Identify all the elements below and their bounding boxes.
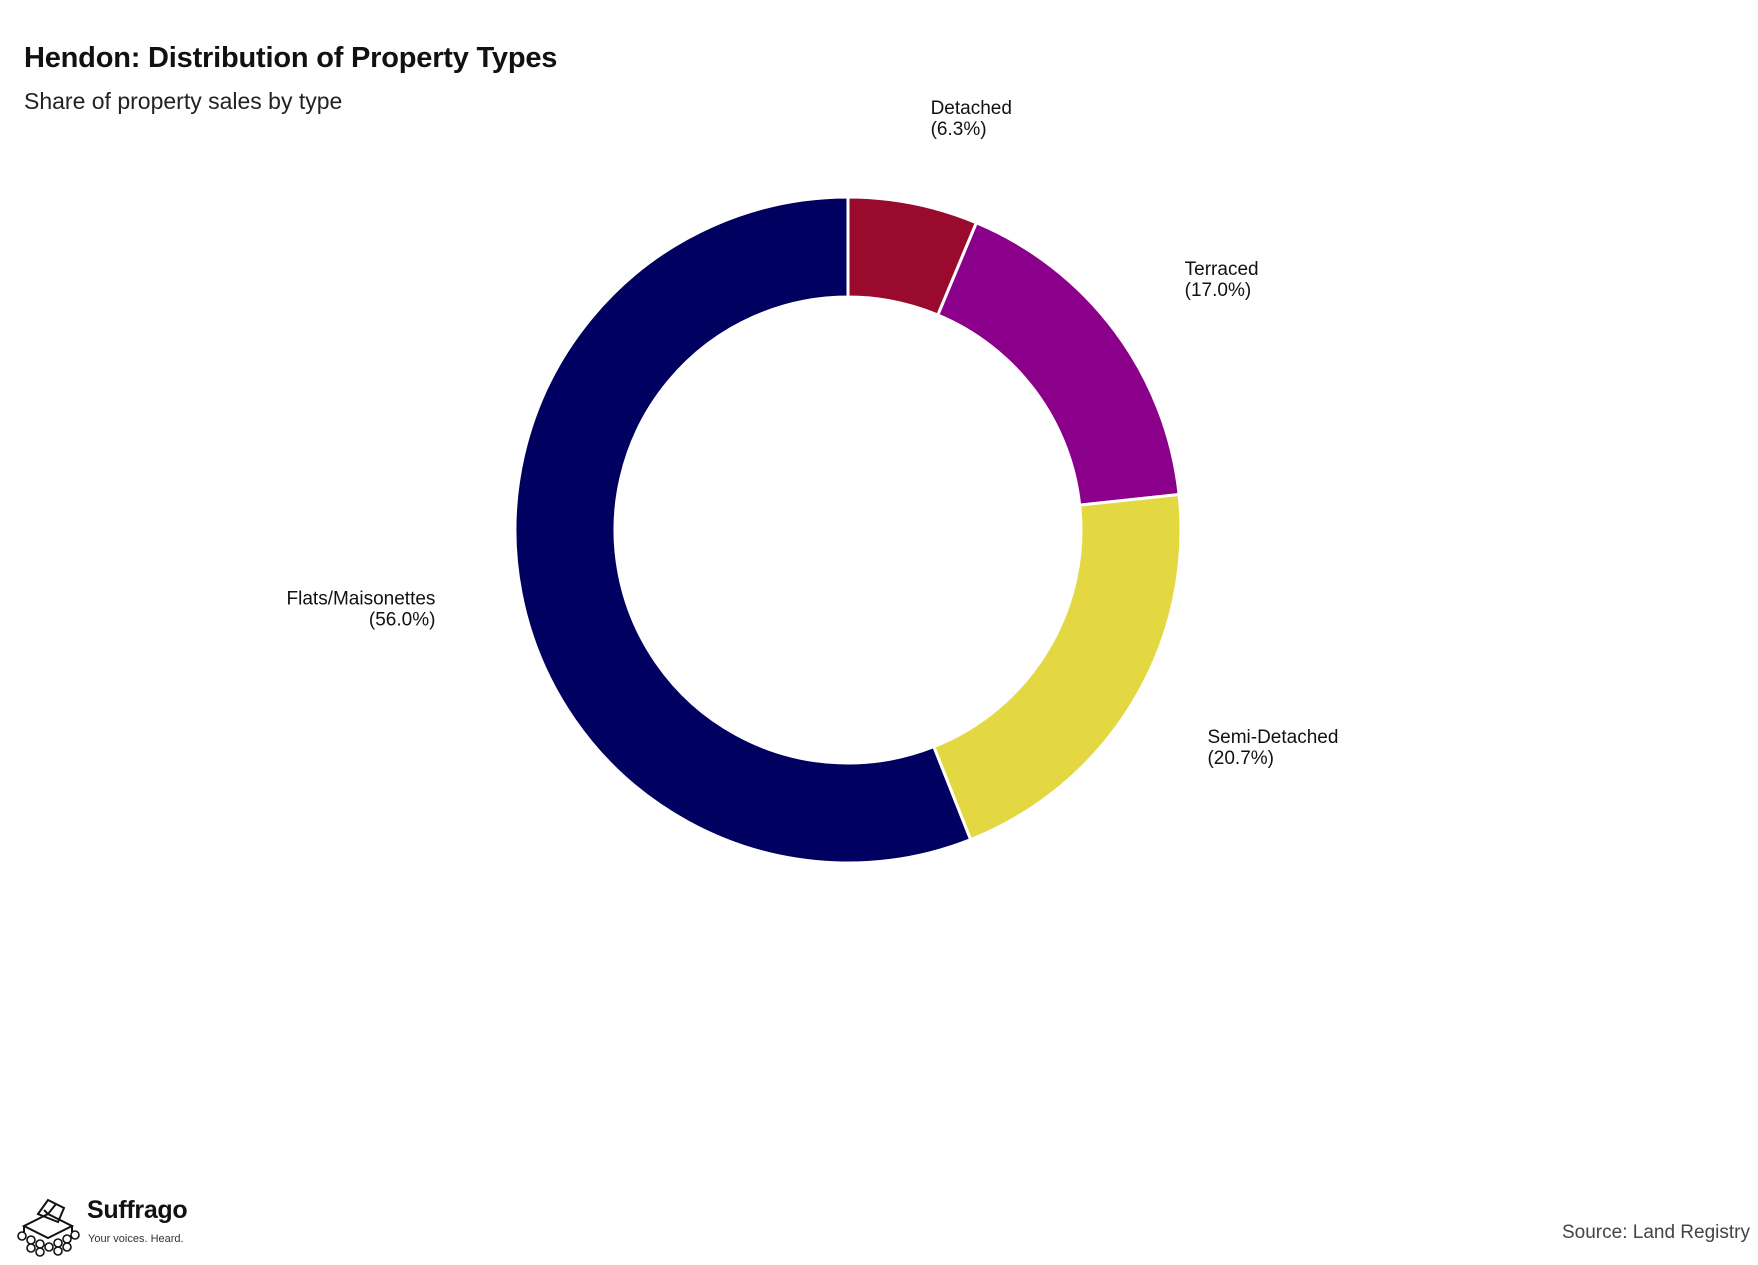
ballot-box-logo-icon (17, 1198, 80, 1257)
slice-label-name: Terraced (1185, 259, 1259, 280)
slice-label-name: Detached (931, 98, 1012, 119)
donut-slices (513, 195, 1183, 865)
slice-label-flats-maisonettes: Flats/Maisonettes (56.0%) (287, 589, 436, 631)
chart-subtitle: Share of property sales by type (24, 88, 343, 114)
slice-label-detached: Detached (6.3%) (931, 98, 1012, 140)
slice-label-name: Semi-Detached (1207, 727, 1338, 748)
source-note: Source: Land Registry (1562, 1222, 1750, 1243)
slice-label-value: (20.7%) (1207, 748, 1274, 769)
slice-label-value: (56.0%) (369, 610, 436, 631)
brand-name: Suffrago (87, 1196, 188, 1224)
slice-label-semi-detached: Semi-Detached (20.7%) (1207, 727, 1338, 769)
slice-label-terraced: Terraced (17.0%) (1185, 259, 1259, 301)
slice-label-value: (17.0%) (1185, 280, 1252, 301)
chart-title: Hendon: Distribution of Property Types (24, 42, 558, 74)
slice-terraced (935, 220, 1181, 507)
slice-semi-detached (931, 492, 1183, 842)
brand-tagline: Your voices. Heard. (88, 1233, 184, 1245)
donut-labels: Detached (6.3%) Terraced (17.0%) Semi-Detach… (287, 98, 1339, 769)
slice-label-name: Flats/Maisonettes (287, 589, 436, 610)
slice-label-value: (6.3%) (931, 119, 987, 140)
slice-flats-maisonettes (513, 195, 973, 865)
